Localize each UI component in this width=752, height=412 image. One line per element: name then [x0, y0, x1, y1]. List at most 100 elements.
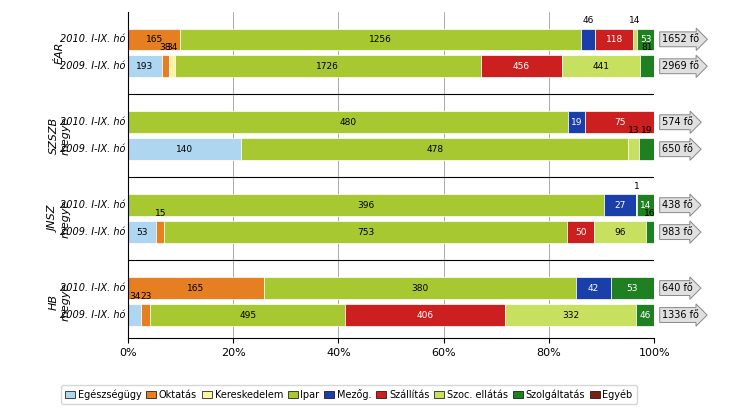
Text: 53: 53 — [640, 35, 651, 44]
Text: 19: 19 — [641, 126, 652, 135]
Bar — [128, 138, 241, 160]
Text: 19: 19 — [571, 118, 583, 127]
Text: 14: 14 — [629, 16, 641, 25]
Bar — [505, 304, 636, 326]
Bar — [604, 194, 636, 216]
Bar — [150, 304, 345, 326]
Text: 27: 27 — [614, 201, 626, 210]
Bar — [638, 28, 654, 50]
Bar — [128, 56, 162, 77]
Bar — [629, 138, 639, 160]
Bar — [568, 221, 594, 243]
Bar — [128, 28, 180, 50]
Text: 456: 456 — [513, 62, 530, 71]
Bar — [562, 56, 640, 77]
Bar — [636, 194, 638, 216]
Bar — [639, 138, 654, 160]
Text: 396: 396 — [357, 201, 374, 210]
Text: 640 fő: 640 fő — [663, 283, 693, 293]
Text: 2009. I-IX. hó: 2009. I-IX. hó — [59, 310, 125, 320]
Text: 165: 165 — [145, 35, 162, 44]
Text: 574 fő: 574 fő — [663, 117, 693, 127]
Text: 753: 753 — [357, 227, 374, 236]
Text: 81: 81 — [641, 43, 653, 52]
Text: 480: 480 — [339, 118, 356, 127]
Bar — [594, 221, 646, 243]
Bar — [168, 56, 174, 77]
Bar — [164, 221, 568, 243]
Bar — [174, 56, 481, 77]
Text: 380: 380 — [411, 283, 429, 293]
Text: 46: 46 — [639, 311, 651, 320]
Bar — [646, 221, 654, 243]
Text: 650 fő: 650 fő — [663, 144, 693, 154]
Text: 50: 50 — [575, 227, 587, 236]
Bar — [586, 112, 654, 133]
Bar — [611, 277, 654, 299]
Text: 2010. I-IX. hó: 2010. I-IX. hó — [59, 117, 125, 127]
Bar — [128, 221, 156, 243]
Bar — [636, 304, 654, 326]
Text: 983 fő: 983 fő — [663, 227, 693, 237]
Text: 140: 140 — [176, 145, 193, 154]
Bar — [576, 277, 611, 299]
Text: 15: 15 — [154, 209, 166, 218]
Text: HB
megye: HB megye — [49, 282, 70, 321]
Bar — [128, 277, 263, 299]
Bar — [568, 112, 586, 133]
Bar — [345, 304, 505, 326]
Text: SZSZB
megye: SZSZB megye — [49, 117, 70, 155]
Bar — [180, 28, 581, 50]
Bar — [633, 28, 638, 50]
Bar — [162, 56, 168, 77]
Bar — [640, 56, 654, 77]
Text: 193: 193 — [136, 62, 153, 71]
Bar — [638, 194, 654, 216]
Text: 2010. I-IX. hó: 2010. I-IX. hó — [59, 283, 125, 293]
Text: 53: 53 — [626, 283, 638, 293]
Text: 2010. I-IX. hó: 2010. I-IX. hó — [59, 34, 125, 44]
Text: 2009. I-IX. hó: 2009. I-IX. hó — [59, 61, 125, 71]
Bar — [156, 221, 164, 243]
Text: 478: 478 — [426, 145, 444, 154]
Text: ÉAR: ÉAR — [54, 42, 65, 64]
Text: 23: 23 — [140, 292, 151, 301]
Text: 1652 fő: 1652 fő — [663, 34, 699, 44]
Text: 1: 1 — [634, 182, 640, 191]
Bar — [481, 56, 562, 77]
Text: 438 fő: 438 fő — [663, 200, 693, 210]
Bar — [128, 304, 141, 326]
Legend: Egészségügy, Oktatás, Kereskedelem, Ipar, Mezőg., Szállítás, Szoc. ellátás, Szol: Egészségügy, Oktatás, Kereskedelem, Ipar… — [61, 385, 637, 404]
Bar — [128, 112, 568, 133]
Text: 118: 118 — [605, 35, 623, 44]
Text: 441: 441 — [593, 62, 609, 71]
Text: 1336 fő: 1336 fő — [663, 310, 699, 320]
Text: 2009. I-IX. hó: 2009. I-IX. hó — [59, 144, 125, 154]
Text: 13: 13 — [628, 126, 639, 135]
Text: 332: 332 — [562, 311, 579, 320]
Text: 38: 38 — [159, 43, 171, 52]
Bar — [128, 194, 604, 216]
Text: 46: 46 — [582, 16, 593, 25]
Text: 495: 495 — [239, 311, 256, 320]
Text: 14: 14 — [640, 201, 651, 210]
Text: 406: 406 — [417, 311, 434, 320]
Text: 165: 165 — [187, 283, 205, 293]
Text: 42: 42 — [588, 283, 599, 293]
Text: 2010. I-IX. hó: 2010. I-IX. hó — [59, 200, 125, 210]
Text: 2969 fő: 2969 fő — [663, 61, 699, 71]
Text: 16: 16 — [644, 209, 656, 218]
Text: 34: 34 — [129, 292, 140, 301]
Text: 53: 53 — [136, 227, 148, 236]
Bar — [581, 28, 596, 50]
Bar — [263, 277, 576, 299]
Text: 1256: 1256 — [369, 35, 392, 44]
Bar — [241, 138, 629, 160]
Bar — [141, 304, 150, 326]
Text: 34: 34 — [166, 43, 177, 52]
Text: 2009. I-IX. hó: 2009. I-IX. hó — [59, 227, 125, 237]
Text: 1726: 1726 — [317, 62, 339, 71]
Text: JNSZ
megye: JNSZ megye — [49, 199, 70, 238]
Text: 75: 75 — [614, 118, 626, 127]
Bar — [596, 28, 633, 50]
